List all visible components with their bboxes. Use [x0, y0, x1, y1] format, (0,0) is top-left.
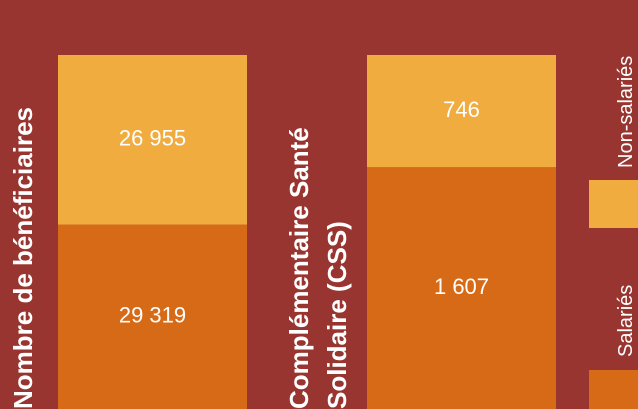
value-label: 29 319 — [119, 303, 186, 328]
category-label: Complémentaire Santé Solidaire (CSS) — [284, 127, 352, 409]
value-label: 746 — [443, 97, 480, 122]
value-label: 1 607 — [434, 274, 489, 299]
legend-label: Salariés — [615, 284, 637, 357]
value-label: 26 955 — [119, 126, 186, 151]
legend-swatch — [589, 180, 638, 228]
bar-segment — [58, 224, 247, 409]
bar-segment — [58, 55, 247, 225]
bar-segment — [367, 55, 556, 168]
legend-label: Non-salariés — [615, 55, 637, 168]
legend-swatch — [589, 370, 638, 409]
category-label: Nombre de bénéficiaires — [8, 107, 38, 409]
bar-segment — [367, 167, 556, 409]
